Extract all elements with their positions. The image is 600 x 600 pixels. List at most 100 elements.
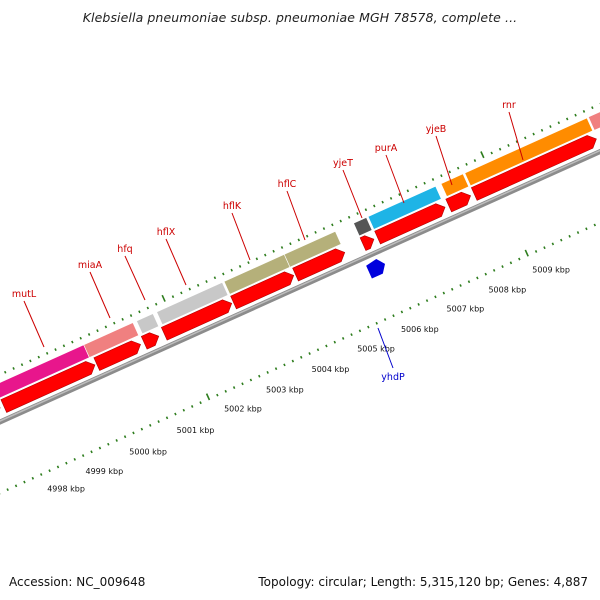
- upper-scale-tick: [591, 106, 594, 110]
- upper-scale-tick: [161, 294, 166, 302]
- yjet-cog-bar[interactable]: [353, 217, 373, 237]
- cds-arrow[interactable]: [359, 235, 375, 251]
- mutl-leader-line: [23, 300, 45, 348]
- cds-arrow[interactable]: [93, 340, 141, 371]
- cds-arrow[interactable]: [230, 271, 295, 310]
- kbp-scale-tick: [375, 321, 378, 325]
- kbp-scale-tick: [199, 401, 202, 405]
- rnr-leader-line: [508, 111, 524, 161]
- gene-label-hflc[interactable]: hflC: [278, 179, 297, 190]
- kbp-label: 5006 kbp: [401, 325, 439, 334]
- upper-scale-tick: [515, 140, 519, 144]
- kbp-scale-tick: [65, 461, 68, 465]
- kbp-scale-tick: [241, 382, 244, 386]
- upper-scale-tick: [205, 280, 208, 283]
- upper-scale-tick: [524, 136, 527, 140]
- gene-label-rnr[interactable]: rnr: [502, 100, 516, 111]
- upper-scale-tick: [339, 219, 342, 223]
- kbp-scale-tick: [367, 325, 370, 329]
- kbp-scale-tick: [568, 234, 571, 238]
- upper-scale-tick: [322, 227, 326, 231]
- upper-scale-tick: [540, 128, 544, 132]
- kbp-scale-tick: [425, 299, 429, 303]
- gene-label-mutl[interactable]: mutL: [12, 289, 37, 300]
- cds-arrow[interactable]: [140, 332, 160, 350]
- kbp-scale-tick: [308, 352, 311, 355]
- kbp-scale-tick: [165, 416, 169, 420]
- upper-scale-tick: [54, 348, 57, 352]
- kbp-scale-tick: [98, 446, 102, 450]
- upper-scale-tick: [188, 287, 191, 291]
- upper-scale-tick: [138, 310, 141, 314]
- yhdp-gene-arrow[interactable]: [366, 259, 386, 279]
- upper-scale-tick: [12, 367, 15, 370]
- upper-scale-tick: [498, 147, 502, 151]
- upper-scale-tick: [305, 234, 309, 238]
- yjeb-leader-line: [435, 135, 453, 186]
- upper-scale-tick: [230, 268, 233, 272]
- kbp-scale-tick: [157, 420, 160, 424]
- rnr-cog-bar[interactable]: [464, 117, 594, 187]
- kbp-scale-tick: [283, 363, 286, 367]
- kbp-scale-tick: [107, 442, 110, 446]
- pura-cog-bar[interactable]: [367, 185, 442, 230]
- kbp-scale-tick: [31, 476, 35, 480]
- upper-scale-tick: [364, 208, 368, 212]
- upper-scale-tick: [448, 170, 451, 174]
- cds-arrow[interactable]: [292, 248, 346, 282]
- kbp-label: 5007 kbp: [447, 304, 485, 313]
- gene-label-pura[interactable]: purA: [375, 143, 398, 154]
- yjeb-cog-bar[interactable]: [440, 173, 470, 197]
- upper-scale-tick: [121, 317, 124, 321]
- upper-scale-tick: [87, 333, 91, 336]
- kbp-label: 5000 kbp: [129, 447, 167, 456]
- kbp-label: 4999 kbp: [86, 467, 124, 476]
- upper-scale-tick: [347, 215, 351, 219]
- genome-stats-text: Topology: circular; Length: 5,315,120 bp…: [258, 575, 588, 589]
- upper-scale-tick: [146, 306, 150, 310]
- cds-arrow[interactable]: [374, 203, 446, 245]
- kbp-label: 5002 kbp: [224, 405, 262, 414]
- upper-scale-tick: [314, 230, 317, 234]
- kbp-scale-tick: [358, 329, 362, 333]
- gene-label-hfq[interactable]: hfq: [117, 244, 132, 255]
- gene-label-yjet[interactable]: yjeT: [333, 158, 353, 169]
- upper-scale-tick: [247, 261, 250, 265]
- gene-label-miaa[interactable]: miaA: [78, 260, 103, 271]
- kbp-scale-tick: [459, 284, 462, 287]
- cds-arrow[interactable]: [445, 191, 471, 213]
- upper-scale-tick: [79, 336, 82, 340]
- gene-label-yjeb[interactable]: yjeB: [426, 124, 447, 135]
- cds-arrow[interactable]: [160, 299, 233, 341]
- miaa-cog-bar[interactable]: [83, 322, 140, 358]
- upper-scale-tick: [96, 329, 99, 333]
- cds-arrow[interactable]: [470, 135, 597, 201]
- upper-scale-tick: [71, 340, 74, 344]
- upper-scale-tick: [423, 181, 426, 185]
- hflc-cog-bar[interactable]: [283, 230, 342, 268]
- cds-arrow[interactable]: [0, 361, 96, 413]
- upper-scale-tick: [180, 291, 183, 295]
- hfq-cog-bar[interactable]: [136, 313, 160, 335]
- hflk-leader-line: [231, 212, 251, 261]
- kbp-scale-tick: [585, 227, 588, 231]
- upper-scale-tick: [4, 370, 7, 374]
- kbp-scale-tick: [467, 280, 471, 284]
- gene-label-yhdp[interactable]: yhdP: [381, 372, 405, 383]
- kbp-scale-tick: [23, 480, 26, 484]
- hflx-cog-bar[interactable]: [156, 281, 229, 326]
- upper-scale-tick: [280, 246, 284, 249]
- upper-scale-tick: [45, 351, 49, 355]
- hflx-leader-line: [165, 238, 187, 286]
- kbp-scale-tick: [190, 405, 194, 408]
- upper-scale-tick: [264, 253, 267, 257]
- gene-label-hflk[interactable]: hflK: [223, 201, 242, 212]
- edge-cog-bar: [588, 112, 600, 130]
- gene-label-hflx[interactable]: hflX: [157, 227, 176, 238]
- upper-scale-tick: [104, 325, 108, 329]
- upper-scale-tick: [356, 212, 359, 215]
- kbp-scale-tick: [6, 488, 9, 492]
- kbp-scale-tick: [484, 272, 487, 276]
- upper-scale-tick: [29, 359, 32, 363]
